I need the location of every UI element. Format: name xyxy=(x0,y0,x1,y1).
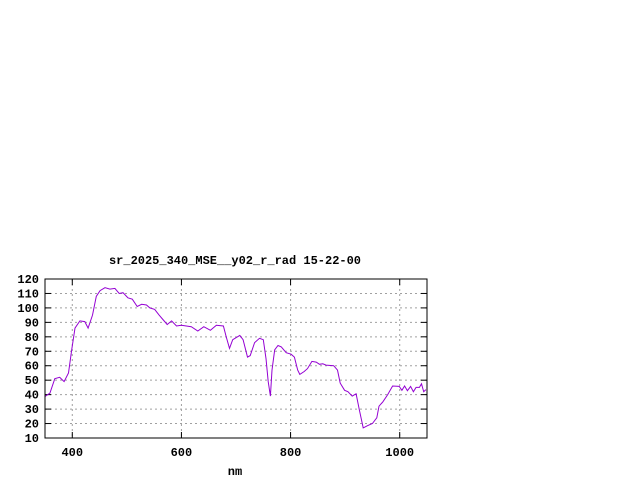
y-tick-label: 110 xyxy=(17,287,39,301)
y-tick-label: 70 xyxy=(25,345,39,359)
y-tick-label: 20 xyxy=(25,418,39,432)
plot-frame xyxy=(44,278,428,439)
y-tick-label: 10 xyxy=(25,432,39,446)
x-tick-label: 400 xyxy=(61,446,83,460)
x-tick-label: 800 xyxy=(280,446,302,460)
y-tick-label: 60 xyxy=(25,360,39,374)
series-line xyxy=(44,287,427,429)
grid xyxy=(45,279,427,438)
y-tick-label: 50 xyxy=(25,374,39,388)
chart-title: sr_2025_340_MSE__y02_r_rad 15-22-00 xyxy=(109,254,361,268)
y-tick-label: 120 xyxy=(17,273,39,287)
x-tick-label: 600 xyxy=(171,446,193,460)
x-tick-label: 1000 xyxy=(385,446,414,460)
y-tick-label: 100 xyxy=(17,302,39,316)
y-tick-label: 80 xyxy=(25,331,39,345)
y-tick-label: 30 xyxy=(25,403,39,417)
x-axis-label: nm xyxy=(228,465,242,479)
y-tick-label: 40 xyxy=(25,389,39,403)
y-tick-label: 90 xyxy=(25,316,39,330)
